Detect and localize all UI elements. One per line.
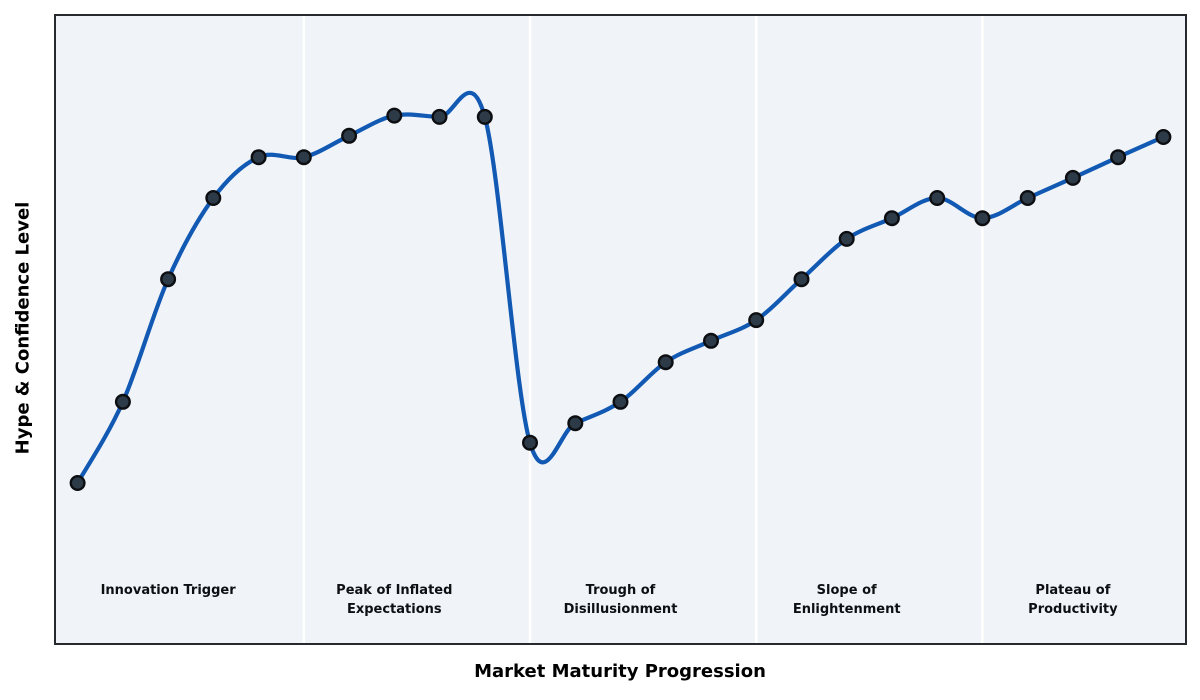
data-point-marker <box>476 108 493 125</box>
data-point-marker <box>205 189 222 206</box>
plot-background <box>55 15 1186 644</box>
data-point-marker <box>522 434 539 451</box>
data-point-marker <box>114 393 131 410</box>
data-point-marker <box>431 108 448 125</box>
phase-label-2: Peak of Inflated Expectations <box>336 583 453 617</box>
phase-label-1: Innovation Trigger <box>100 583 236 598</box>
data-point-marker <box>703 332 720 349</box>
data-point-marker <box>838 230 855 247</box>
data-point-marker <box>1064 169 1081 186</box>
data-point-marker <box>929 189 946 206</box>
data-point-marker <box>295 149 312 166</box>
data-point-marker <box>386 107 403 124</box>
data-point-marker <box>883 210 900 227</box>
phase-label-5: Plateau of Productivity <box>1028 583 1118 617</box>
hype-curve <box>75 90 1166 486</box>
data-point-marker <box>250 149 267 166</box>
data-point-marker <box>748 312 765 329</box>
x-axis-title: Market Maturity Progression <box>474 661 766 682</box>
data-point-marker <box>160 271 177 288</box>
y-axis-title: Hype & Confidence Level <box>12 201 34 455</box>
data-point-marker <box>1155 128 1172 145</box>
data-point-marker <box>793 271 810 288</box>
data-point-marker <box>69 475 86 492</box>
phase-label-4: Slope of Enlightenment <box>792 583 901 617</box>
data-point-marker <box>612 393 629 410</box>
data-point-marker <box>1019 189 1036 206</box>
plot-border <box>54 14 1187 645</box>
data-point-marker <box>1110 149 1127 166</box>
data-point-marker <box>974 210 991 227</box>
data-point-marker <box>341 127 358 144</box>
phase-label-3: Trough of Disillusionment <box>563 583 678 617</box>
data-point-marker <box>657 354 674 371</box>
data-point-marker <box>567 415 584 432</box>
